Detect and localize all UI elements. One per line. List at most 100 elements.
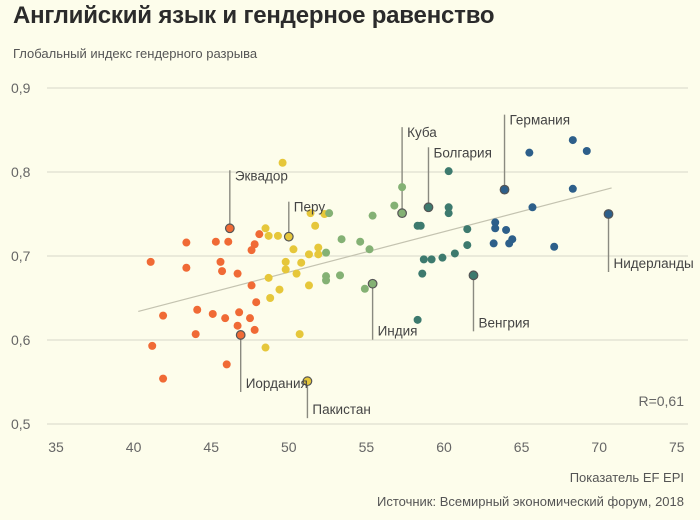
data-point-yellow <box>311 221 320 230</box>
x-tick-label: 50 <box>281 439 297 455</box>
data-point-orange <box>182 263 191 272</box>
y-tick-label: 0,6 <box>11 332 31 348</box>
data-point-orange <box>250 240 259 249</box>
y-tick-label: 0,7 <box>11 248 31 264</box>
data-point-blue <box>491 224 500 233</box>
annotated-point <box>603 209 614 219</box>
data-point-yellow <box>281 265 290 274</box>
annotation-points <box>224 184 614 387</box>
annotation-label: Нидерланды <box>614 256 694 271</box>
annotated-point <box>397 208 407 219</box>
data-point-yellow <box>261 343 270 352</box>
annotation-label: Иордания <box>246 376 308 391</box>
data-point-yellow <box>261 224 270 233</box>
data-point-lightgreen <box>356 237 365 246</box>
x-tick-label: 60 <box>436 439 452 455</box>
data-point-blue <box>568 184 577 193</box>
annotation-label: Куба <box>407 125 437 140</box>
annotation-leader-lines <box>229 114 610 419</box>
data-point-orange <box>255 230 264 239</box>
data-point-teal <box>418 269 427 278</box>
annotated-point <box>235 330 246 340</box>
data-point-lightgreen <box>398 183 407 192</box>
data-point-blue <box>525 148 534 157</box>
data-point-yellow <box>266 294 275 302</box>
data-point-orange <box>182 238 191 247</box>
annotation-label: Венгрия <box>478 315 529 330</box>
annotation-label: Индия <box>378 324 418 339</box>
data-point-teal <box>444 209 453 218</box>
x-tick-label: 35 <box>48 439 64 455</box>
data-point-orange <box>233 269 242 278</box>
data-point-lightgreen <box>322 276 331 285</box>
data-point-yellow <box>292 269 301 278</box>
data-point-lightgreen <box>325 209 334 218</box>
y-tick-label: 0,8 <box>11 164 31 180</box>
x-tick-label: 70 <box>591 439 607 455</box>
data-point-blue <box>505 239 514 248</box>
annotated-point <box>367 278 378 289</box>
data-point-orange <box>222 360 231 369</box>
data-point-lightgreen <box>360 284 369 293</box>
data-point-orange <box>211 237 220 246</box>
data-point-orange <box>221 314 230 323</box>
annotation-label: Болгария <box>433 145 491 160</box>
annotation-label: Перу <box>294 200 326 215</box>
data-point-orange <box>159 374 168 383</box>
data-point-orange <box>148 341 157 350</box>
annotated-point <box>423 202 434 213</box>
data-point-orange <box>208 309 217 318</box>
x-tick-label: 55 <box>359 439 375 455</box>
x-tick-label: 40 <box>126 439 142 455</box>
y-tick-label: 0,5 <box>11 416 31 432</box>
annotation-labels: Эквадор Перу Куба Болгария Германия Нидерланд… <box>235 113 694 418</box>
data-point-orange <box>247 246 256 255</box>
data-point-blue <box>550 242 559 251</box>
data-point-orange <box>146 257 155 266</box>
x-axis-label: Показатель EF EPI <box>569 470 684 485</box>
trend-line <box>138 187 612 313</box>
data-point-orange <box>159 311 168 320</box>
data-point-yellow <box>295 330 304 339</box>
data-point-orange <box>235 308 244 317</box>
data-point-yellow <box>314 250 323 259</box>
data-point-teal <box>427 255 436 264</box>
data-point-orange <box>247 281 256 290</box>
data-point-yellow <box>306 209 315 218</box>
x-tick-label: 75 <box>669 439 685 455</box>
annotated-point <box>499 184 510 195</box>
annotated-point <box>302 376 313 387</box>
data-point-lightgreen <box>368 211 377 220</box>
data-point-blue <box>489 239 498 248</box>
data-point-orange <box>233 321 242 330</box>
data-point-yellow <box>278 158 287 167</box>
data-point-yellow <box>289 245 298 254</box>
data-point-blue <box>582 147 591 155</box>
data-point-lightgreen <box>337 235 346 244</box>
data-point-lightgreen <box>336 271 345 280</box>
data-point-orange <box>252 298 261 307</box>
data-point-yellow <box>304 250 313 259</box>
data-point-yellow <box>273 231 282 240</box>
grid-lines <box>47 87 688 425</box>
correlation-label: R=0,61 <box>638 393 684 409</box>
data-point-yellow <box>297 258 306 267</box>
data-point-teal <box>419 255 428 264</box>
data-point-yellow <box>264 231 273 240</box>
data-point-orange <box>216 257 225 266</box>
y-axis-label: Глобальный индекс гендерного разрыва <box>13 46 258 61</box>
data-point-orange <box>246 314 254 323</box>
annotation-label: Германия <box>510 113 571 128</box>
data-point-blue <box>491 218 500 227</box>
data-point-lightgreen <box>322 248 331 257</box>
x-tick-labels: 35 40 45 50 55 60 65 70 75 <box>48 439 685 455</box>
data-point-teal <box>438 253 447 262</box>
y-tick-labels: 0,5 0,6 0,7 0,8 0,9 <box>11 80 31 432</box>
data-point-yellow <box>281 257 290 266</box>
data-point-teal <box>444 167 453 176</box>
data-point-blue <box>568 136 577 145</box>
annotated-point <box>283 231 294 242</box>
x-tick-label: 65 <box>514 439 530 455</box>
y-tick-label: 0,9 <box>11 80 31 96</box>
data-point-teal <box>444 203 453 212</box>
